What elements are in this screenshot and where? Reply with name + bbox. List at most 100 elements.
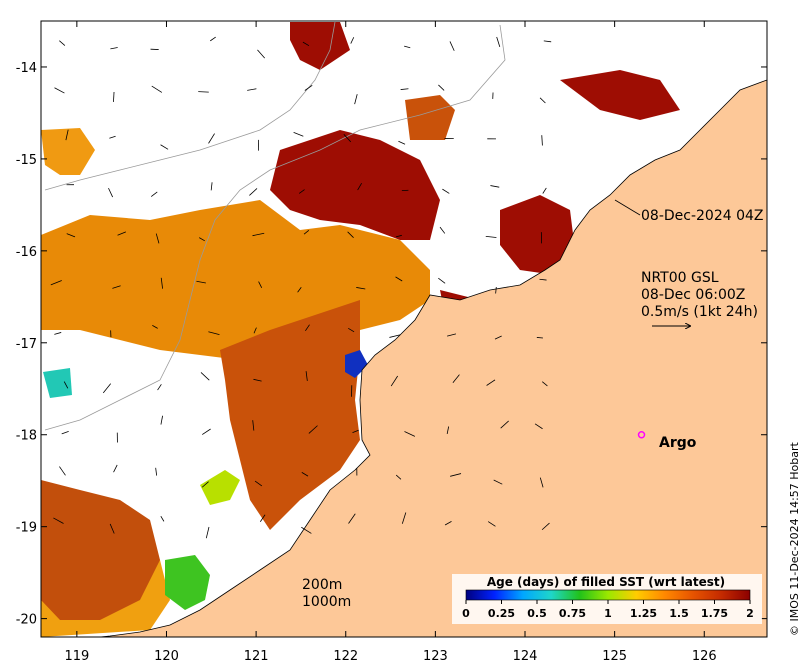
colorbar-tick-label: 1.5 xyxy=(669,607,689,620)
current-vector xyxy=(485,235,497,238)
current-vector xyxy=(301,472,309,477)
current-vector xyxy=(160,277,164,289)
current-vector xyxy=(395,474,402,480)
current-vector xyxy=(452,374,460,383)
current-vector xyxy=(208,133,215,144)
current-title-label: NRT00 GSL xyxy=(641,270,719,286)
sst-patch-darkred-ne xyxy=(560,70,680,120)
sst-patch-orange-west xyxy=(41,128,95,175)
current-vector xyxy=(496,36,501,48)
current-vector xyxy=(446,426,450,434)
x-tick-label: 122 xyxy=(333,649,358,664)
current-vector xyxy=(257,49,266,59)
current-vector xyxy=(258,281,263,289)
bathymetry-contours xyxy=(44,21,506,431)
current-vector xyxy=(150,191,158,197)
credit-label: © IMOS 11-Dec-2024 14:57 Hobart xyxy=(788,441,801,636)
current-vector xyxy=(54,87,65,94)
current-vector xyxy=(350,37,355,44)
current-vector xyxy=(66,233,76,238)
current-vector xyxy=(543,40,552,43)
sst-patch-darkred-central xyxy=(270,130,440,240)
current-vectors xyxy=(50,36,552,539)
current-vector xyxy=(210,182,213,191)
colorbar-tick-label: 0.25 xyxy=(488,607,515,620)
current-vector xyxy=(348,327,355,333)
colorbar-tick-label: 0 xyxy=(462,607,470,620)
contour-1000m-label: 1000m xyxy=(302,594,351,610)
sst-patch-darkred-north xyxy=(290,22,350,70)
sst-patch-cyan xyxy=(43,368,72,398)
current-vector xyxy=(109,523,115,534)
current-vector xyxy=(247,88,257,91)
current-vector xyxy=(109,135,116,139)
current-vector xyxy=(356,287,366,290)
current-vector xyxy=(199,237,205,242)
current-vector xyxy=(61,431,69,435)
current-vector xyxy=(155,467,158,476)
x-axis-ticks: 119 120 121 122 123 124 125 126 xyxy=(64,21,717,664)
current-vector xyxy=(205,526,210,539)
argo-label: Argo xyxy=(659,435,697,451)
current-vector xyxy=(298,189,305,194)
sst-patch-green xyxy=(165,555,210,610)
current-vector xyxy=(348,513,356,524)
current-vector xyxy=(542,381,548,387)
y-tick-label: -19 xyxy=(16,521,37,536)
current-vector xyxy=(354,94,358,105)
sst-patch-rust-north xyxy=(405,95,455,140)
x-tick-label: 121 xyxy=(244,649,269,664)
current-vector xyxy=(208,331,220,335)
current-vector xyxy=(401,512,407,524)
current-vector xyxy=(539,97,546,104)
colorbar-title: Age (days) of filled SST (wrt latest) xyxy=(487,575,725,589)
y-tick-label: -14 xyxy=(16,61,37,76)
current-vector xyxy=(308,425,318,434)
current-vector xyxy=(404,45,411,49)
current-vector xyxy=(254,480,263,487)
colorbar-tick-label: 2 xyxy=(746,607,754,620)
current-vector xyxy=(495,286,497,294)
current-vector xyxy=(152,325,158,329)
x-tick-label: 123 xyxy=(423,649,448,664)
current-vector xyxy=(486,379,496,386)
sst-patch-rust xyxy=(220,300,360,530)
current-vector xyxy=(444,521,452,526)
current-vector xyxy=(65,129,69,141)
colorbar: Age (days) of filled SST (wrt latest) 0 0… xyxy=(452,574,762,624)
current-vector xyxy=(536,337,543,339)
colorbar-tick-label: 0.5 xyxy=(527,607,547,620)
current-vector xyxy=(442,188,450,194)
current-vector xyxy=(447,333,457,337)
colorbar-labels: 0 0.25 0.5 0.75 1 1.25 1.5 1.75 2 xyxy=(462,600,754,620)
timestamp-leader-line xyxy=(614,199,641,216)
y-tick-label: -16 xyxy=(16,245,37,260)
current-vector xyxy=(113,464,118,473)
current-vector xyxy=(200,372,210,381)
current-vector xyxy=(110,47,118,50)
current-vector xyxy=(108,187,113,198)
x-tick-label: 126 xyxy=(692,649,717,664)
current-date-label: 08-Dec 06:00Z xyxy=(641,287,745,303)
current-vector xyxy=(343,134,352,143)
plot-frame xyxy=(40,20,768,638)
current-vector xyxy=(347,231,354,238)
current-vector xyxy=(253,378,262,382)
colorbar-tick-label: 1.75 xyxy=(701,607,728,620)
current-vector xyxy=(493,479,503,485)
current-vector xyxy=(157,384,162,391)
land-mass xyxy=(99,79,767,637)
current-vector xyxy=(541,522,550,531)
current-vector xyxy=(113,91,115,102)
colorbar-gradient xyxy=(465,589,751,601)
current-vector xyxy=(259,514,266,523)
y-tick-label: -17 xyxy=(16,337,37,352)
current-vector xyxy=(253,327,257,334)
x-tick-label: 124 xyxy=(513,649,538,664)
current-vector xyxy=(112,285,121,289)
contour-1000m-line xyxy=(44,21,336,191)
current-vector xyxy=(53,517,64,524)
colorbar-tick-label: 1.25 xyxy=(630,607,657,620)
current-vector xyxy=(490,185,500,188)
